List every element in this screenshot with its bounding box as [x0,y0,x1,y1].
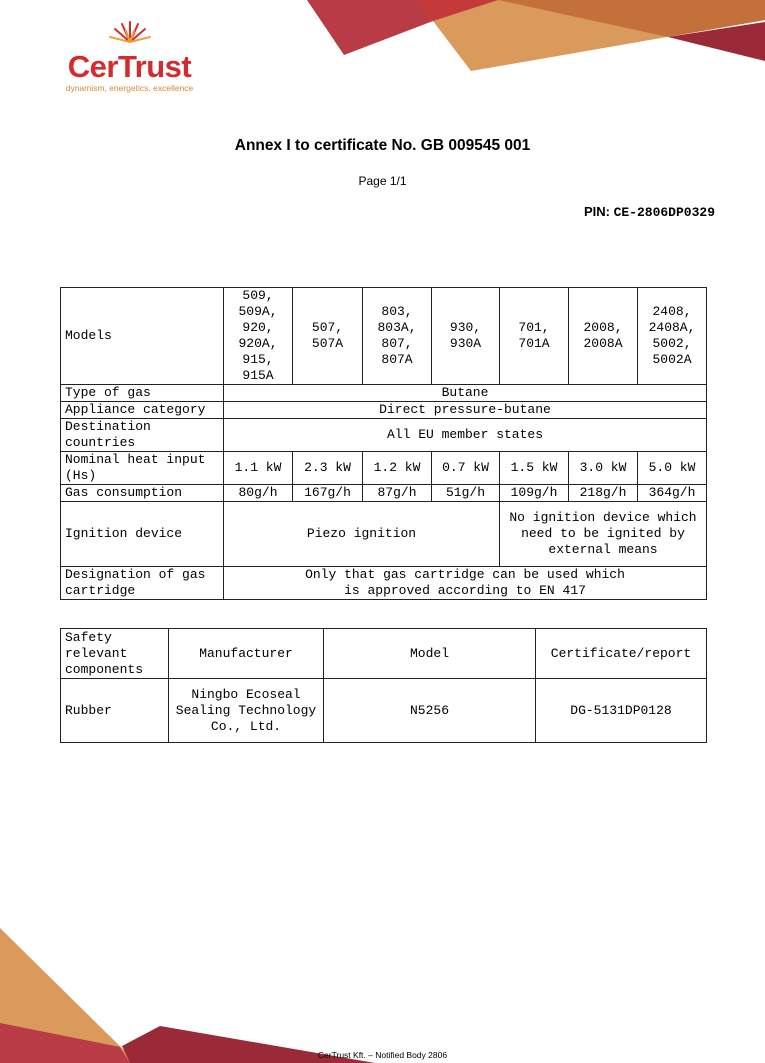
header-components: Safety relevant components [60,628,169,679]
gas-type-value: Butane [223,384,707,402]
category-value: Direct pressure-butane [223,401,707,419]
consumption-cell: 167g/h [292,484,363,502]
model-cell: 2408, 2408A, 5002, 5002A [637,287,707,385]
bottom-orange-shape [0,928,137,1063]
heat-input-cell: 1.2 kW [362,451,432,485]
consumption-cell: 80g/h [223,484,293,502]
destination-value: All EU member states [223,418,707,452]
top-dark-red-shape [668,22,765,61]
ignition-label: Ignition device [60,501,224,567]
gas-type-label: Type of gas [60,384,224,402]
model-cell: 803, 803A, 807, 807A [362,287,432,385]
pin-label: PIN: [583,204,610,219]
heat-input-cell: 3.0 kW [568,451,638,485]
sunburst-icon [108,21,151,43]
consumption-cell: 364g/h [637,484,707,502]
top-crimson-shape [417,0,498,22]
destination-label: Destination countries [60,418,224,452]
bottom-red-shape [0,1023,130,1063]
footer-text: CerTrust Kft. – Notified Body 2806 [317,1050,448,1060]
heat-input-cell: 0.7 kW [431,451,500,485]
model-cell: 509, 509A, 920, 920A, 915, 915A [223,287,293,385]
header-model: Model [323,628,536,679]
model-cell: 2008, 2008A [568,287,638,385]
model-cell: 701, 701A [499,287,569,385]
certrust-logo: CerTrust dynamism, energetics, excellenc… [62,18,197,93]
category-label: Appliance category [60,401,224,419]
page-number: Page 1/1 [358,174,407,188]
cartridge-label: Designation of gas cartridge [60,566,224,600]
pin-value: CE-2806DP0329 [613,205,715,220]
heat-input-cell: 1.1 kW [223,451,293,485]
table-row: Rubber Ningbo Ecoseal Sealing Technology… [60,678,707,743]
heat-input-cell: 5.0 kW [637,451,707,485]
pin-line: PIN: CE-2806DP0329 [584,204,715,220]
header-certificate: Certificate/report [535,628,707,679]
heat-input-label: Nominal heat input (Hs) [60,451,224,485]
manufacturer-cell: Ningbo Ecoseal Sealing Technology Co., L… [168,678,324,743]
bottom-dark-red-shape [122,1026,375,1063]
models-label: Models [60,287,224,385]
specification-table: Models 509, 509A, 920, 920A, 915, 915A 5… [60,287,707,600]
ignition-piezo: Piezo ignition [223,501,500,567]
consumption-cell: 51g/h [431,484,500,502]
model-cell: N5256 [323,678,536,743]
model-cell: 507, 507A [292,287,363,385]
consumption-cell: 109g/h [499,484,569,502]
logo-wordmark: CerTrust [67,49,192,84]
document-title: Annex I to certificate No. GB 009545 001 [234,137,531,154]
header-manufacturer: Manufacturer [168,628,324,679]
ignition-none: No ignition device which need to be igni… [499,501,707,567]
top-orange-shape [498,0,765,37]
logo-tagline: dynamism, energetics, excellence [65,83,194,93]
consumption-label: Gas consumption [60,484,224,502]
certificate-cell: DG-5131DP0128 [535,678,707,743]
components-table: Safety relevant components Manufacturer … [60,628,707,743]
model-cell: 930, 930A [431,287,500,385]
consumption-cell: 218g/h [568,484,638,502]
cartridge-value: Only that gas cartridge can be used whic… [223,566,707,600]
heat-input-cell: 2.3 kW [292,451,363,485]
heat-input-cell: 1.5 kW [499,451,569,485]
component-cell: Rubber [60,678,169,743]
consumption-cell: 87g/h [362,484,432,502]
